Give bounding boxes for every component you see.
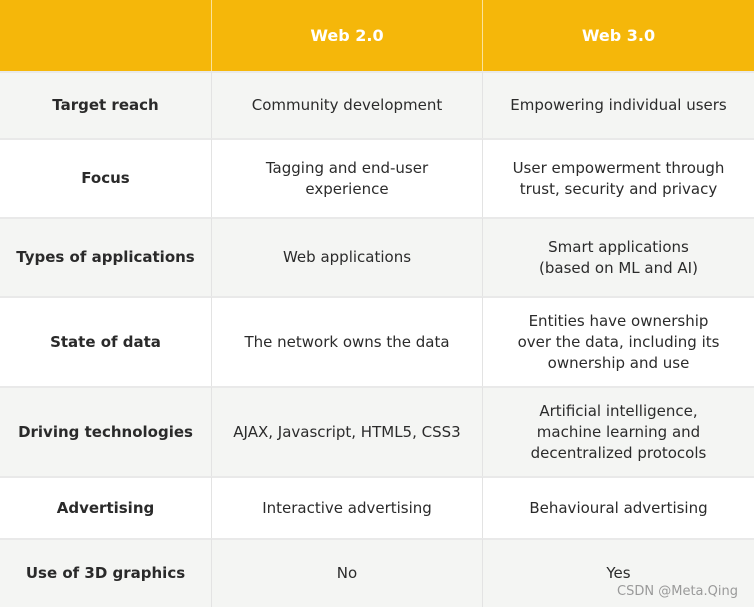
row-label-use-of-3d-graphics: Use of 3D graphics — [0, 538, 211, 607]
cell-web3-advertising: Behavioural advertising — [482, 476, 754, 538]
row-label-types-of-applications: Types of applications — [0, 217, 211, 296]
cell-web2-driving-technologies: AJAX, Javascript, HTML5, CSS3 — [211, 386, 482, 476]
cell-web3-state-of-data: Entities have ownership over the data, i… — [482, 296, 754, 386]
cell-web2-state-of-data: The network owns the data — [211, 296, 482, 386]
header-empty-cell — [0, 0, 211, 71]
cell-web2-target-reach: Community development — [211, 71, 482, 138]
row-label-focus: Focus — [0, 138, 211, 217]
cell-web2-types-of-applications: Web applications — [211, 217, 482, 296]
cell-web3-types-of-applications: Smart applications (based on ML and AI) — [482, 217, 754, 296]
cell-web3-use-of-3d-graphics: Yes — [482, 538, 754, 607]
cell-web3-target-reach: Empowering individual users — [482, 71, 754, 138]
cell-web2-focus: Tagging and end-user experience — [211, 138, 482, 217]
header-web2: Web 2.0 — [211, 0, 482, 71]
row-label-target-reach: Target reach — [0, 71, 211, 138]
row-label-state-of-data: State of data — [0, 296, 211, 386]
watermark-text: CSDN @Meta.Qing — [617, 584, 738, 599]
cell-web2-advertising: Interactive advertising — [211, 476, 482, 538]
row-label-advertising: Advertising — [0, 476, 211, 538]
header-web3: Web 3.0 — [482, 0, 754, 71]
cell-web2-use-of-3d-graphics: No — [211, 538, 482, 607]
cell-web3-driving-technologies: Artificial intelligence, machine learnin… — [482, 386, 754, 476]
row-label-driving-technologies: Driving technologies — [0, 386, 211, 476]
cell-web3-focus: User empowerment through trust, security… — [482, 138, 754, 217]
